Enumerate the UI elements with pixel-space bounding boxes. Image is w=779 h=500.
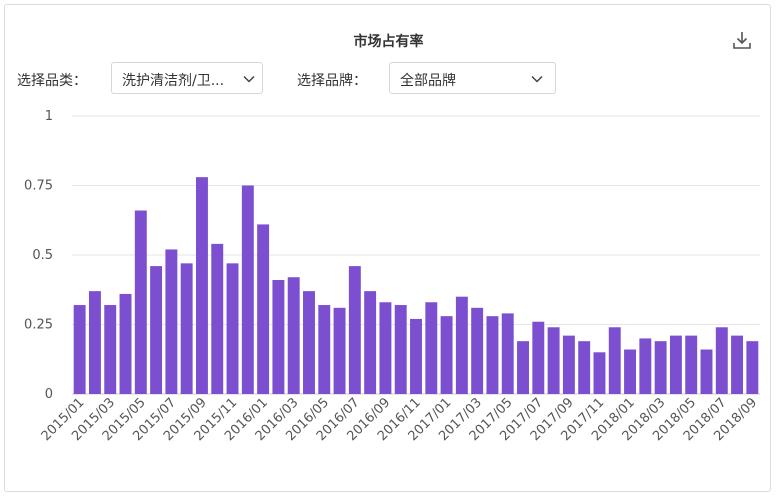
bar[interactable]: [578, 341, 591, 394]
bar[interactable]: [165, 249, 178, 394]
bar[interactable]: [241, 185, 254, 395]
bar[interactable]: [364, 291, 377, 394]
y-tick-label: 0.5: [32, 248, 53, 263]
bar[interactable]: [501, 313, 514, 394]
bar[interactable]: [348, 266, 361, 394]
download-icon[interactable]: [731, 29, 753, 51]
brand-select[interactable]: 全部品牌: [389, 62, 556, 94]
chart-card: 市场占有率 选择品类： 洗护清洁剂/卫... 选择品牌： 全部品牌 0 0.25 0…: [4, 4, 771, 492]
bar[interactable]: [88, 291, 101, 394]
bar[interactable]: [150, 266, 163, 394]
bar[interactable]: [593, 352, 606, 394]
bar[interactable]: [471, 307, 484, 394]
bar[interactable]: [257, 224, 270, 394]
bar[interactable]: [440, 316, 453, 394]
bar[interactable]: [104, 305, 117, 394]
bar[interactable]: [731, 335, 744, 394]
brand-select-value: 全部品牌: [400, 73, 456, 89]
chart-title: 市场占有率: [353, 34, 424, 50]
bar[interactable]: [746, 341, 759, 394]
brand-filter-label: 选择品牌：: [297, 73, 367, 89]
bar[interactable]: [685, 335, 698, 394]
bar[interactable]: [318, 305, 331, 394]
y-tick-label: 0.75: [24, 179, 53, 194]
bar[interactable]: [639, 338, 652, 394]
y-tick-label: 1: [45, 109, 53, 124]
bar[interactable]: [700, 349, 713, 394]
bar[interactable]: [715, 327, 728, 394]
bar[interactable]: [517, 341, 529, 394]
bar[interactable]: [303, 291, 315, 394]
bar[interactable]: [425, 302, 438, 394]
chevron-down-icon: [531, 75, 543, 83]
bar[interactable]: [654, 341, 667, 394]
bar[interactable]: [73, 305, 86, 394]
bar[interactable]: [410, 318, 422, 394]
bar-chart: 00.250.50.751 2015/012015/032015/052015/…: [24, 109, 760, 444]
bar[interactable]: [379, 302, 392, 394]
bar[interactable]: [180, 263, 193, 394]
bar[interactable]: [486, 316, 499, 394]
bar[interactable]: [455, 296, 468, 394]
bar[interactable]: [608, 327, 621, 394]
y-tick-label: 0.25: [24, 318, 53, 333]
bar[interactable]: [272, 280, 285, 394]
category-select-value: 洗护清洁剂/卫...: [122, 73, 225, 89]
bar[interactable]: [211, 243, 224, 394]
bar[interactable]: [532, 321, 545, 394]
category-select[interactable]: 洗护清洁剂/卫...: [111, 62, 263, 94]
bar[interactable]: [134, 210, 147, 394]
bar[interactable]: [333, 307, 346, 394]
bar[interactable]: [562, 335, 575, 394]
bar[interactable]: [624, 349, 637, 394]
bar[interactable]: [287, 277, 300, 394]
bar[interactable]: [547, 327, 560, 394]
bar[interactable]: [195, 177, 208, 394]
bar[interactable]: [394, 305, 407, 394]
y-tick-label: 0: [45, 387, 53, 402]
bar[interactable]: [669, 335, 682, 394]
category-filter-label: 选择品类：: [17, 73, 87, 89]
bar[interactable]: [226, 263, 239, 394]
bar[interactable]: [119, 293, 132, 394]
chevron-down-icon: [243, 75, 255, 83]
